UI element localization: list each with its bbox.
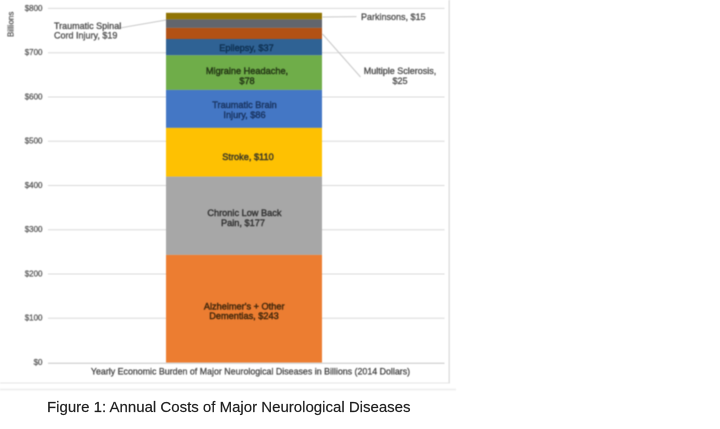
svg-text:$400: $400 xyxy=(25,181,43,190)
svg-text:Traumatic Spinal: Traumatic Spinal xyxy=(54,21,121,31)
svg-text:$300: $300 xyxy=(25,225,43,234)
svg-text:Multiple Sclerosis,: Multiple Sclerosis, xyxy=(364,66,437,76)
svg-text:Epilepsy, $37: Epilepsy, $37 xyxy=(219,43,273,53)
svg-text:$0: $0 xyxy=(34,358,43,367)
svg-text:Dementias, $243: Dementias, $243 xyxy=(209,311,278,321)
svg-text:Billions: Billions xyxy=(7,12,16,37)
svg-text:Injury, $86: Injury, $86 xyxy=(223,110,265,120)
svg-text:Stroke, $110: Stroke, $110 xyxy=(222,152,273,162)
svg-text:$78: $78 xyxy=(239,76,254,86)
svg-text:$700: $700 xyxy=(25,48,43,57)
svg-text:$25: $25 xyxy=(392,76,407,86)
svg-text:$200: $200 xyxy=(25,269,43,278)
svg-text:Alzheimer's + Other: Alzheimer's + Other xyxy=(204,302,285,312)
svg-text:Migraine Headache,: Migraine Headache, xyxy=(206,66,288,76)
svg-text:Pain, $177: Pain, $177 xyxy=(221,218,265,228)
svg-text:$500: $500 xyxy=(25,137,43,146)
svg-text:$800: $800 xyxy=(25,4,43,13)
svg-text:Traumatic Brain: Traumatic Brain xyxy=(212,100,277,110)
svg-text:Cord Injury, $19: Cord Injury, $19 xyxy=(54,30,117,40)
svg-text:Parkinsons, $15: Parkinsons, $15 xyxy=(361,12,426,22)
svg-text:Yearly Economic Burden of Majo: Yearly Economic Burden of Major Neurolog… xyxy=(91,366,410,376)
svg-text:Figure 1: Annual Costs of Majo: Figure 1: Annual Costs of Major Neurolog… xyxy=(47,399,411,416)
svg-text:$600: $600 xyxy=(25,92,43,101)
svg-text:Chronic Low Back: Chronic Low Back xyxy=(207,208,281,218)
svg-text:$100: $100 xyxy=(25,314,43,323)
